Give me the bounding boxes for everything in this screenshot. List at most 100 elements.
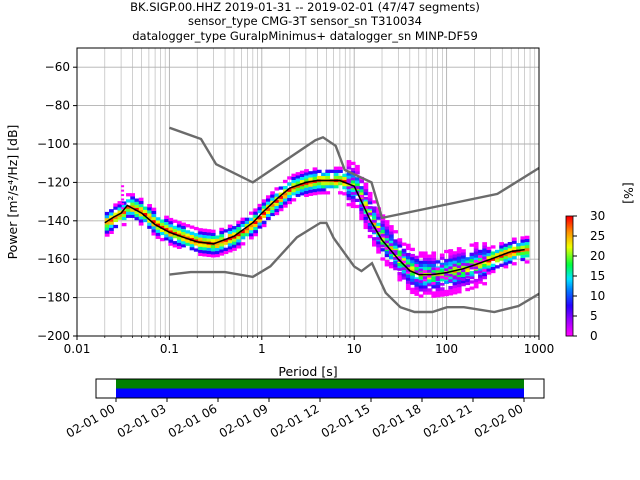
- pdf-cell: [384, 223, 390, 227]
- pdf-cell: [456, 259, 462, 263]
- pdf-cell: [367, 198, 373, 202]
- pdf-cell: [151, 226, 157, 230]
- pdf-cell: [287, 191, 292, 195]
- pdf-cell: [486, 259, 492, 263]
- pdf-cell: [142, 209, 148, 213]
- pdf-cell: [321, 185, 326, 189]
- pdf-cell: [469, 266, 475, 270]
- pdf-cell: [274, 208, 280, 213]
- colorbar-slice: [566, 258, 573, 261]
- pdf-cell: [168, 217, 174, 222]
- pdf-cell: [278, 186, 284, 190]
- pdf-cell: [244, 223, 250, 228]
- pdf-cell: [181, 222, 186, 226]
- pdf-cell: [193, 248, 199, 252]
- colorbar-slice: [566, 286, 573, 289]
- pdf-cell: [312, 167, 318, 171]
- pdf-cell: [384, 232, 390, 236]
- pdf-cell: [202, 231, 208, 236]
- pdf-cell: [126, 208, 131, 212]
- colorbar-slice: [566, 232, 573, 235]
- pdf-cell: [367, 210, 373, 214]
- pdf-cell: [291, 188, 297, 193]
- pdf-cell: [418, 266, 424, 271]
- pdf-cell: [355, 189, 360, 193]
- pdf-cell: [121, 207, 125, 210]
- pdf-cell: [393, 245, 398, 249]
- pdf-cell: [405, 283, 411, 287]
- pdf-cell: [346, 163, 352, 167]
- pdf-cell: [189, 225, 195, 229]
- pdf-cell: [350, 177, 356, 181]
- pdf-cell: [223, 238, 229, 242]
- colorbar-slice: [566, 314, 573, 317]
- pdf-cell: [308, 192, 314, 196]
- pdf-cell: [164, 218, 169, 223]
- pdf-cell: [155, 235, 161, 239]
- pdf-cell: [202, 234, 208, 239]
- pdf-cell: [134, 204, 140, 208]
- pdf-cell: [215, 250, 220, 255]
- pdf-cell: [236, 226, 242, 231]
- colorbar-slice: [566, 274, 573, 277]
- pdf-cell: [469, 263, 475, 267]
- pdf-cell: [219, 243, 225, 247]
- pdf-cell: [249, 236, 254, 240]
- pdf-cell: [121, 201, 127, 205]
- colorbar-slice: [566, 332, 573, 335]
- pdf-cell: [308, 183, 314, 187]
- pdf-cell: [346, 166, 352, 170]
- pdf-cell: [486, 268, 492, 272]
- pdf-cell: [414, 264, 420, 267]
- pdf-cell: [444, 276, 449, 280]
- pdf-cell: [482, 275, 488, 280]
- pdf-cell: [210, 245, 216, 249]
- pdf-cell: [503, 265, 509, 269]
- pdf-cell: [380, 226, 386, 230]
- pdf-cell: [291, 173, 297, 177]
- pdf-cell: [473, 270, 479, 274]
- pdf-cell: [304, 172, 309, 176]
- pdf-cell: [270, 203, 275, 207]
- pdf-cell: [113, 215, 119, 219]
- pdf-cell: [104, 233, 110, 237]
- pdf-cell: [164, 234, 169, 238]
- pdf-cell: [372, 221, 377, 226]
- pdf-cell: [473, 285, 479, 289]
- pdf-cell: [253, 220, 258, 224]
- pdf-cell: [185, 242, 191, 246]
- pdf-cell: [181, 237, 186, 242]
- pdf-cell: [388, 252, 394, 257]
- pdf-cell: [410, 290, 415, 295]
- colorbar-slice: [566, 302, 573, 305]
- pdf-cell: [295, 175, 301, 179]
- pdf-cell: [405, 262, 411, 266]
- pdf-cell: [465, 257, 471, 261]
- pdf-cell: [435, 290, 441, 295]
- pdf-cell: [456, 272, 462, 276]
- pdf-cell: [448, 276, 454, 281]
- pdf-cell: [155, 223, 161, 227]
- pdf-cell: [376, 216, 381, 220]
- x-tick-label: 10: [347, 342, 362, 356]
- pdf-cell: [461, 282, 466, 287]
- pdf-cell: [448, 252, 454, 256]
- pdf-cell: [278, 192, 284, 196]
- pdf-cell: [299, 170, 305, 174]
- pdf-cell: [452, 266, 458, 270]
- colorbar-slice: [566, 318, 573, 321]
- pdf-cell: [240, 223, 246, 228]
- pdf-cell: [427, 279, 432, 283]
- pdf-cell: [397, 275, 403, 279]
- y-axis-label: Power [m²/s⁴/Hz] [dB]: [5, 125, 20, 260]
- pdf-cell: [367, 234, 373, 239]
- pdf-cell: [418, 275, 424, 280]
- pdf-cell: [482, 272, 488, 277]
- pdf-cell: [376, 247, 381, 251]
- pdf-cell: [448, 273, 454, 277]
- pdf-cell: [422, 278, 428, 282]
- pdf-cell: [439, 290, 445, 294]
- pdf-cell: [444, 274, 449, 278]
- pdf-cell: [355, 177, 360, 181]
- pdf-cell: [244, 217, 250, 221]
